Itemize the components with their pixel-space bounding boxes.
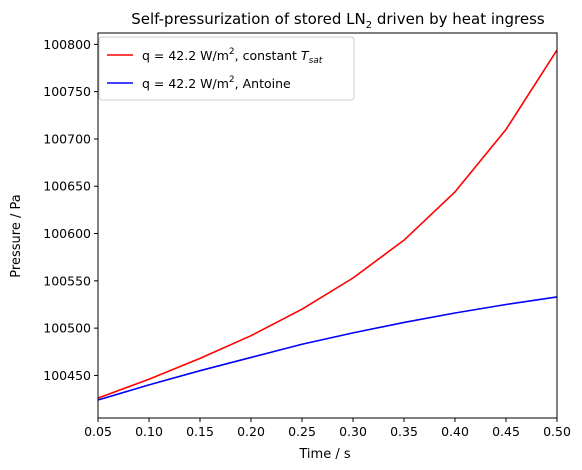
y-tick-label: 100650: [43, 179, 91, 194]
x-tick-label: 0.45: [492, 424, 520, 439]
series-line-constant-tsat: [97, 49, 558, 399]
y-axis: 100450 100500 100550 100600 100650 100700 1007…: [43, 37, 98, 383]
x-tick-label: 0.20: [237, 424, 265, 439]
y-tick-label: 100800: [43, 37, 91, 52]
y-tick-label: 100450: [43, 368, 91, 383]
x-tick-label: 0.15: [186, 424, 214, 439]
x-tick-label: 0.25: [288, 424, 316, 439]
y-tick-label: 100550: [43, 273, 91, 288]
chart-title: Self-pressurization of stored LN2 driven…: [131, 10, 545, 31]
y-tick-label: 100500: [43, 321, 91, 336]
legend-label-constant-tsat: q = 42.2 W/m2, constant Tsat: [142, 47, 323, 66]
x-tick-label: 0.35: [390, 424, 418, 439]
legend: q = 42.2 W/m2, constant Tsat q = 42.2 W/…: [98, 36, 355, 101]
legend-box: [98, 36, 355, 101]
x-tick-label: 0.10: [135, 424, 163, 439]
x-tick-label: 0.40: [441, 424, 469, 439]
y-tick-label: 100700: [43, 131, 91, 146]
legend-label-antoine: q = 42.2 W/m2, Antoine: [142, 75, 291, 91]
series-line-antoine: [97, 296, 558, 401]
x-axis: 0.05 0.10 0.15 0.20 0.25 0.30 0.35 0.40 0.45 0.50: [84, 418, 571, 439]
x-tick-label: 0.50: [543, 424, 571, 439]
x-axis-label: Time / s: [298, 447, 350, 462]
y-axis-label: Pressure / Pa: [9, 194, 24, 277]
series-layer: [97, 49, 558, 401]
x-tick-label: 0.05: [84, 424, 112, 439]
x-tick-label: 0.30: [339, 424, 367, 439]
axes-frame: [97, 32, 558, 419]
y-tick-label: 100600: [43, 226, 91, 241]
y-tick-label: 100750: [43, 84, 91, 99]
